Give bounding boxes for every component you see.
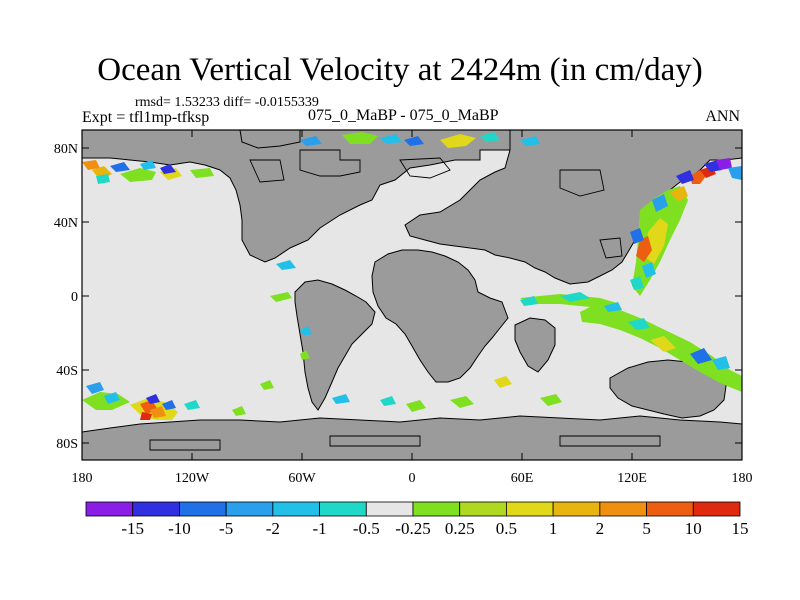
y-tick-label: 80S: [56, 437, 78, 452]
colorbar-label: -0.5: [353, 519, 380, 538]
plot-title: Ocean Vertical Velocity at 2424m (in cm/…: [97, 52, 703, 88]
colorbar-swatch: [132, 501, 180, 517]
x-tick-label: 60E: [511, 471, 534, 486]
colorbar-swatch: [272, 501, 320, 517]
colorbar-label: 15: [732, 519, 749, 538]
season-label: ANN: [705, 108, 740, 125]
x-tick-label: 180: [72, 471, 93, 486]
land-north-america: [82, 130, 511, 263]
colorbar: [85, 501, 741, 517]
colorbar-label: 10: [685, 519, 702, 538]
land-arctic-islands: [239, 130, 301, 149]
x-tick-label: 60W: [288, 471, 316, 486]
y-tick-label: 80N: [54, 142, 78, 157]
colorbar-label: 5: [642, 519, 651, 538]
colorbar-label: 0.25: [445, 519, 475, 538]
colorbar-label: 0.5: [496, 519, 517, 538]
colorbar-swatch: [692, 501, 741, 517]
plot-subtitle: 075_0_MaBP - 075_0_MaBP: [308, 107, 499, 124]
colorbar-swatch: [319, 501, 367, 517]
y-tick-label: 0: [71, 290, 78, 305]
x-tick-label: 120W: [175, 471, 210, 486]
land-antarctica: [82, 415, 742, 460]
land-australia: [609, 359, 727, 419]
colorbar-swatch: [85, 501, 134, 517]
x-tick-label: 0: [409, 471, 416, 486]
map-panel: [82, 130, 742, 460]
land-layer: [82, 130, 742, 460]
colorbar-label: 2: [596, 519, 605, 538]
y-axis-labels: 80N 40N 0 40S 80S: [54, 142, 78, 452]
colorbar-swatch: [225, 501, 274, 517]
colorbar-label: -0.25: [395, 519, 430, 538]
x-tick-label: 120E: [617, 471, 647, 486]
colorbar-label: -5: [219, 519, 233, 538]
colorbar-swatch: [179, 501, 227, 517]
colorbar-swatch: [506, 501, 554, 517]
experiment-label: Expt = tfl1mp-tfksp: [82, 109, 210, 126]
coastline-outlines: [149, 149, 661, 451]
colorbar-swatch: [552, 501, 601, 517]
colorbar-swatch: [646, 501, 694, 517]
colorbar-label: 1: [549, 519, 558, 538]
colorbar-label: -10: [168, 519, 191, 538]
colorbar-labels: -15 -10 -5 -2 -1 -0.5 -0.25 0.25 0.5 1 2 5 10 15: [121, 519, 748, 538]
negative-anomaly-layer: [86, 132, 742, 410]
colorbar-swatch: [365, 501, 414, 517]
colorbar-label: -1: [312, 519, 326, 538]
x-axis-labels: 180 120W 60W 0 60E 120E 180: [72, 471, 753, 486]
colorbar-swatch: [599, 501, 647, 517]
land-india-se-asia: [514, 317, 556, 373]
colorbar-swatch: [459, 501, 507, 517]
axis-ticks: [81, 130, 743, 460]
y-tick-label: 40N: [54, 216, 78, 231]
land-south-america: [294, 279, 376, 411]
y-tick-label: 40S: [56, 364, 78, 379]
land-africa: [371, 249, 509, 383]
colorbar-swatch: [412, 501, 461, 517]
colorbar-label: -15: [121, 519, 144, 538]
x-tick-label: 180: [732, 471, 753, 486]
colorbar-label: -2: [266, 519, 280, 538]
stats-text: rmsd= 1.53233 diff= -0.0155339: [135, 95, 319, 110]
